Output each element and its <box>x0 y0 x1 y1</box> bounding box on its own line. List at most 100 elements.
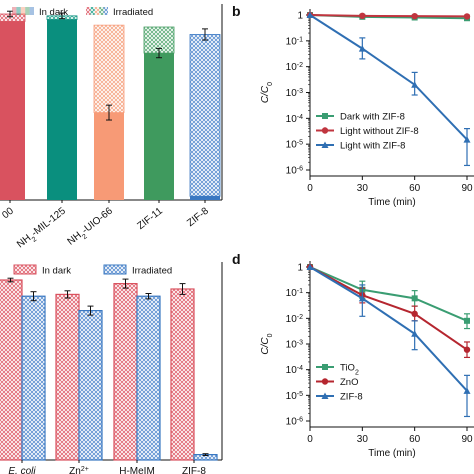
x-tick-label-30: 30 <box>357 434 369 445</box>
series-point-Light with ZIF-8 <box>411 81 419 88</box>
y-tick-label--1: 10-1 <box>286 36 303 48</box>
legend-marker-Light with ZIF-8 <box>321 141 329 148</box>
panel-c-bar-chart: E. coli Zn2+ H-MeIM ZIF-8 In dark Irradiated <box>0 262 223 474</box>
legend-swatch-In dark-2 <box>20 7 26 15</box>
legend-swatch-Irradiated-0 <box>86 7 91 15</box>
panel-label-b: b <box>232 3 241 19</box>
x-axis-label: Time (min) <box>368 448 415 459</box>
x-tick-label-00: 00 <box>0 205 16 221</box>
series-line-Light with ZIF-8 <box>309 14 468 141</box>
bar-Irradiated-E. coli <box>21 295 46 461</box>
legend-label-Light with ZIF-8: Light with ZIF-8 <box>340 141 405 152</box>
legend-label-In dark: In dark <box>39 7 68 18</box>
x-tick-label-90: 90 <box>461 434 473 445</box>
series-point-ZIF-8 <box>463 387 471 394</box>
x-tick-label-E. coli: E. coli <box>8 466 36 474</box>
bar-Irradiated-H-MeIM <box>136 295 161 461</box>
panel-d-line-chart: 10-6 10-5 10-4 10-3 10-2 10-1 1 0 30 60 90 Time (mi… <box>260 261 474 459</box>
x-tick-label-ZIF-8: ZIF-8 <box>182 466 206 474</box>
y-tick-label--6: 10-6 <box>286 165 303 177</box>
legend-swatch-Irradiated <box>103 264 127 275</box>
bar-dark-ZIF-11 <box>144 53 174 201</box>
bar-irradiated-00 <box>0 13 26 22</box>
legend-label-ZIF-8: ZIF-8 <box>340 392 363 403</box>
legend-label-Light without ZIF-8: Light without ZIF-8 <box>340 126 419 137</box>
x-tick-label-ZIF-11: ZIF-11 <box>135 205 165 232</box>
x-tick-label-90: 90 <box>461 183 473 194</box>
series-point-ZnO <box>411 310 418 318</box>
y-tick-label--3: 10-3 <box>286 339 303 351</box>
y-axis-label: C/C0 <box>260 82 274 103</box>
legend-marker-Dark with ZIF-8 <box>322 113 328 119</box>
bar-In dark-H-MeIM <box>113 283 138 461</box>
x-tick-label-ZIF-8: ZIF-8 <box>185 205 211 229</box>
series-line-TiO2 <box>309 266 468 322</box>
x-tick-label-NH2-MIL-125: NH2-MIL-125 <box>15 205 70 252</box>
x-tick-label-0: 0 <box>307 183 313 194</box>
legend-label-Irradiated: Irradiated <box>113 7 153 18</box>
legend-swatch-In dark-3 <box>25 7 30 15</box>
x-tick-label-NH2-UIO-66: NH2-UIO-66 <box>66 205 117 249</box>
legend-label-Dark with ZIF-8: Dark with ZIF-8 <box>340 112 405 123</box>
series-line-ZnO <box>309 266 468 351</box>
y-tick-label--2: 10-2 <box>286 62 303 74</box>
x-tick-label-Zn2+: Zn2+ <box>69 466 89 474</box>
legend-label-ZnO: ZnO <box>340 377 358 388</box>
panel-label-d: d <box>232 251 241 267</box>
legend-marker-TiO2 <box>322 364 328 370</box>
legend-marker-ZIF-8 <box>321 392 329 399</box>
legend-label-In dark: In dark <box>42 266 71 277</box>
y-tick-label--2: 10-2 <box>286 313 303 325</box>
x-tick-label-30: 30 <box>357 183 369 194</box>
y-tick-label--5: 10-5 <box>286 390 303 402</box>
legend-marker-ZnO <box>321 378 329 385</box>
series-point-TiO2 <box>464 317 470 324</box>
series-point-TiO2 <box>411 295 418 302</box>
series-point-Light with ZIF-8 <box>358 45 366 52</box>
legend-label-TiO2: TiO2 <box>340 363 359 377</box>
series-point-ZIF-8 <box>358 294 366 302</box>
panel-b-line-chart: 10-6 10-5 10-4 10-3 10-2 10-1 1 0 30 60 90 Time (mi… <box>260 9 474 208</box>
y-tick-label-0: 1 <box>297 263 303 274</box>
y-tick-label--4: 10-4 <box>286 365 303 377</box>
bar-In dark-ZIF-8 <box>170 288 195 461</box>
series-point-Light without ZIF-8 <box>463 13 471 20</box>
bar-irradiated-ZIF-8 <box>189 34 221 197</box>
bar-In dark-Zn2+ <box>55 293 80 461</box>
series-point-Light with ZIF-8 <box>306 11 314 18</box>
bar-dark-ZIF-8 <box>190 196 220 200</box>
x-tick-label-60: 60 <box>409 183 421 194</box>
bar-Irradiated-Zn2+ <box>78 310 103 461</box>
legend-swatch-Irradiated-2 <box>94 7 100 15</box>
y-tick-label--3: 10-3 <box>286 88 303 100</box>
legend-swatch-Irradiated-3 <box>99 7 104 15</box>
legend-swatch-Irradiated-4 <box>103 7 108 15</box>
y-tick-label--1: 10-1 <box>286 288 303 300</box>
series-point-ZIF-8 <box>306 263 314 270</box>
series-line-Light without ZIF-8 <box>309 14 468 18</box>
x-axis-label: Time (min) <box>368 197 415 208</box>
x-tick-label-H-MeIM: H-MeIM <box>119 466 155 474</box>
bar-irradiated-NH2-UIO-66 <box>93 24 125 113</box>
bar-In dark-E. coli <box>0 279 23 461</box>
series-point-Light with ZIF-8 <box>463 136 471 143</box>
legend-swatch-In dark <box>13 264 37 275</box>
y-tick-label--5: 10-5 <box>286 139 303 151</box>
series-point-ZnO <box>463 346 471 353</box>
series-line-ZIF-8 <box>309 266 468 392</box>
legend-swatch-Irradiated-1 <box>90 7 95 15</box>
series-point-Light without ZIF-8 <box>359 12 366 20</box>
bar-dark-00 <box>0 21 25 200</box>
y-tick-label--6: 10-6 <box>286 416 303 428</box>
x-tick-label-60: 60 <box>409 434 421 445</box>
series-point-ZIF-8 <box>411 330 419 337</box>
legend-swatch-In dark-0 <box>12 7 17 15</box>
y-axis-label: C/C0 <box>260 333 274 354</box>
y-tick-label--4: 10-4 <box>286 113 303 125</box>
legend-swatch-In dark-4 <box>29 7 34 15</box>
legend-marker-Light without ZIF-8 <box>321 127 329 134</box>
series-point-Light without ZIF-8 <box>411 12 418 20</box>
bar-dark-NH2-MIL-125 <box>47 19 77 200</box>
